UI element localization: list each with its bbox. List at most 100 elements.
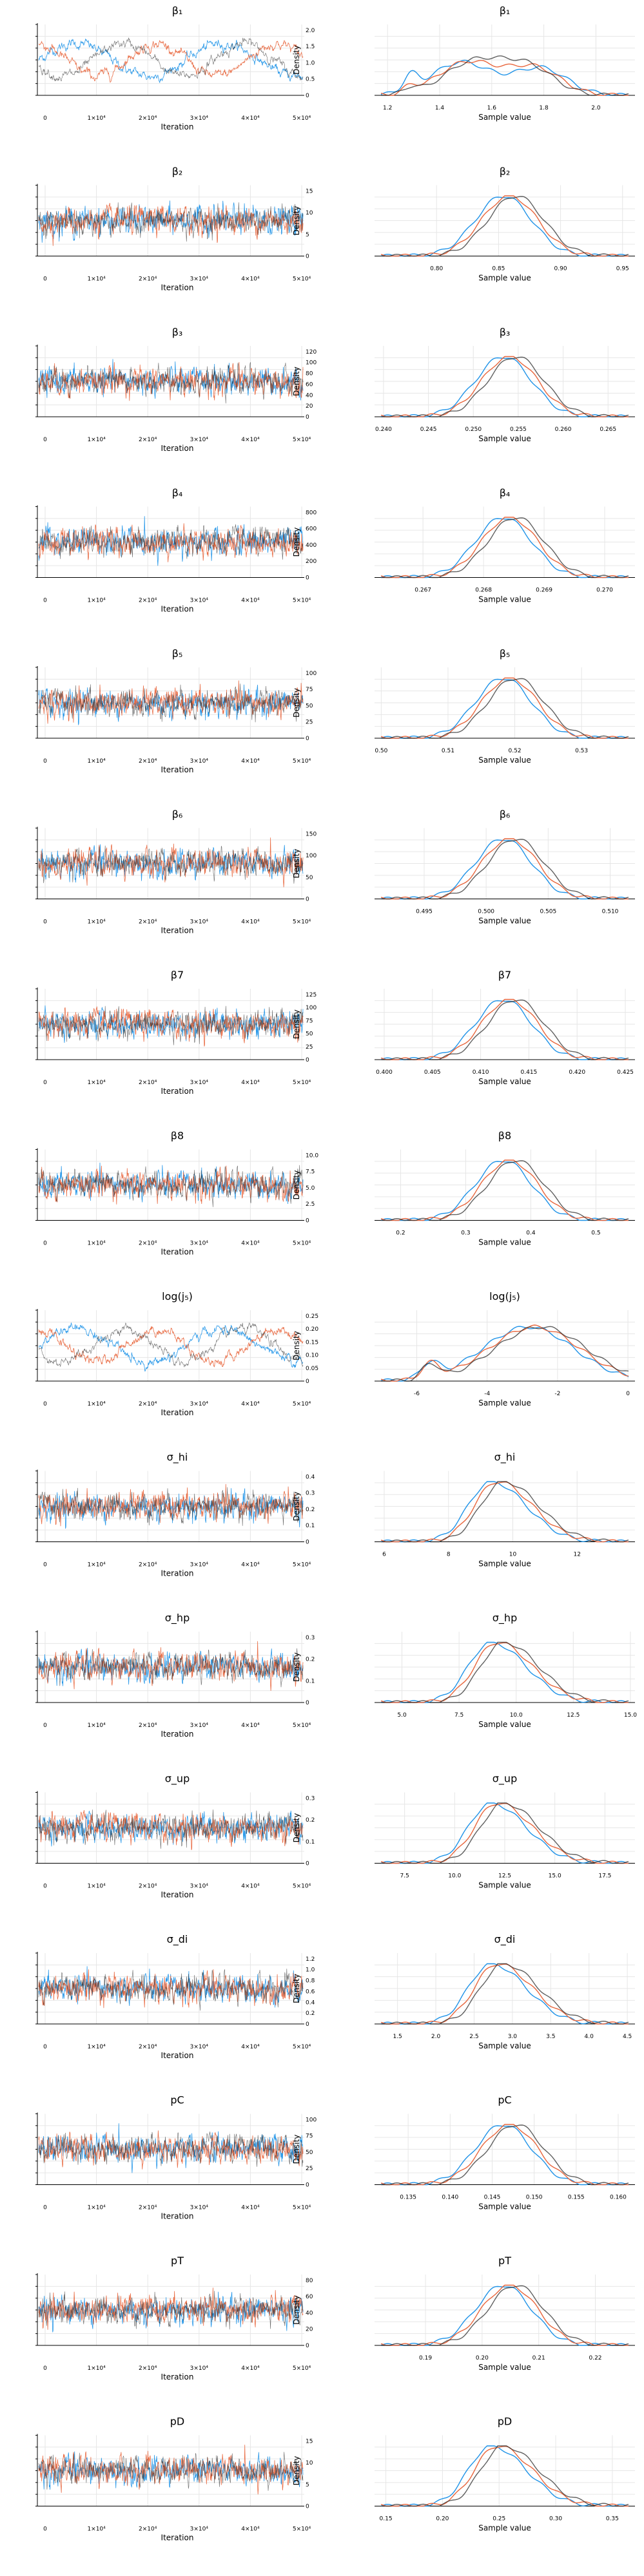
trace-y-tick-label: 5 bbox=[306, 232, 309, 238]
x-axis-label: Sample value bbox=[478, 2041, 531, 2050]
x-axis-label: Sample value bbox=[478, 1881, 531, 1890]
trace-series-line bbox=[38, 1809, 304, 1849]
density-title: β8 bbox=[498, 1130, 511, 1142]
x-tick-label: 0.150 bbox=[526, 2195, 543, 2201]
density-title: σ_di bbox=[494, 1933, 516, 1946]
trace-y-tick-label: 1.5 bbox=[306, 44, 315, 50]
x-tick-label: 4×10⁴ bbox=[241, 1241, 260, 1247]
density-panel: σ_hp 5.0 7.5 10.0 12.5 15.0 Sample value bbox=[375, 1612, 637, 1729]
trace-series-line bbox=[38, 1648, 304, 1688]
x-tick-label: 1×10⁴ bbox=[87, 1562, 106, 1569]
trace-series-line bbox=[38, 1641, 304, 1691]
density-title: β₁ bbox=[500, 5, 511, 17]
param-row-5: β₆ 0 1×10⁴ 2×10⁴ 3×10⁴ 4×10⁴ 5×10⁴ Iteration 0 50… bbox=[35, 808, 635, 935]
param-row-13: pC 0 1×10⁴ 2×10⁴ 3×10⁴ 4×10⁴ 5×10⁴ Iteration 0 25… bbox=[35, 2094, 635, 2221]
trace-y-axis-label: Density bbox=[292, 1813, 301, 1843]
x-tick-label: 0.415 bbox=[521, 1069, 538, 1076]
param-row-7: β8 0 1×10⁴ 2×10⁴ 3×10⁴ 4×10⁴ 5×10⁴ Iteration 0 2.… bbox=[35, 1130, 635, 1257]
trace-y-tick-label: 120 bbox=[306, 349, 317, 356]
trace-series-line bbox=[38, 1322, 304, 1368]
density-series-line bbox=[380, 1161, 629, 1221]
x-tick-label: -6 bbox=[414, 1391, 420, 1397]
x-tick-label: 2×10⁴ bbox=[139, 1080, 157, 1086]
x-tick-label: 1×10⁴ bbox=[87, 1401, 106, 1407]
x-axis-label: Sample value bbox=[478, 2524, 531, 2533]
density-series-line bbox=[381, 999, 629, 1060]
x-tick-label: 5×10⁴ bbox=[293, 598, 311, 604]
trace-y-tick-label: 40 bbox=[306, 392, 313, 399]
x-tick-label: 15.0 bbox=[549, 1873, 561, 1880]
density-panel: pD 0.15 0.20 0.25 0.30 0.35 Sample value bbox=[375, 2416, 635, 2533]
trace-y-tick-label: 25 bbox=[306, 720, 313, 726]
trace-y-tick-label: 75 bbox=[306, 1018, 313, 1024]
trace-title: β8 bbox=[171, 1130, 184, 1142]
trace-y-tick-label: 1.0 bbox=[306, 60, 315, 66]
x-tick-label: 0.160 bbox=[610, 2195, 627, 2201]
x-axis-label: Iteration bbox=[161, 605, 194, 614]
trace-y-tick-label: 2.0 bbox=[306, 28, 315, 34]
x-axis-label: Iteration bbox=[161, 1087, 194, 1096]
density-series-line bbox=[380, 838, 629, 900]
x-tick-label: 3×10⁴ bbox=[190, 115, 209, 122]
param-row-4: β₅ 0 1×10⁴ 2×10⁴ 3×10⁴ 4×10⁴ 5×10⁴ Iteration 0 25… bbox=[35, 647, 635, 774]
trace-y-axis-label: Density bbox=[292, 45, 301, 75]
param-row-3: β₄ 0 1×10⁴ 2×10⁴ 3×10⁴ 4×10⁴ 5×10⁴ Iteration 0 20… bbox=[35, 487, 635, 614]
x-tick-label: 12 bbox=[573, 1552, 580, 1558]
density-series-line bbox=[381, 356, 629, 417]
trace-y-tick-label: 0 bbox=[306, 575, 309, 582]
x-tick-label: 4×10⁴ bbox=[241, 115, 260, 122]
x-tick-label: 0 bbox=[43, 2365, 47, 2372]
trace-y-axis-label: Density bbox=[292, 2295, 301, 2325]
density-series-line bbox=[380, 1326, 629, 1382]
param-row-10: σ_hp 0 1×10⁴ 2×10⁴ 3×10⁴ 4×10⁴ 5×10⁴ Iteration 0… bbox=[35, 1612, 637, 1739]
trace-series-line bbox=[38, 524, 304, 560]
x-axis-label: Iteration bbox=[161, 122, 194, 131]
density-panel: σ_up 7.5 10.0 12.5 15.0 17.5 Sample value bbox=[375, 1773, 635, 1890]
x-tick-label: 4×10⁴ bbox=[241, 1080, 260, 1086]
density-series-line bbox=[380, 1963, 629, 2025]
x-tick-label: 1.4 bbox=[435, 105, 445, 111]
trace-y-tick-label: 0.3 bbox=[306, 1635, 315, 1641]
trace-y-tick-label: 80 bbox=[306, 371, 313, 377]
x-tick-label: 0 bbox=[43, 1080, 47, 1086]
density-series-line bbox=[380, 2125, 629, 2186]
x-tick-label: 0.30 bbox=[549, 2516, 562, 2523]
x-tick-label: 0.405 bbox=[424, 1069, 441, 1076]
trace-y-tick-label: 25 bbox=[306, 2166, 313, 2172]
x-tick-label: -2 bbox=[554, 1391, 560, 1397]
x-tick-label: 0.265 bbox=[600, 426, 616, 433]
trace-y-axis-label: Density bbox=[292, 2456, 301, 2486]
trace-y-axis-label: Density bbox=[292, 688, 301, 718]
x-tick-label: 0.3 bbox=[461, 1230, 470, 1237]
trace-title: β₅ bbox=[172, 647, 183, 660]
x-tick-label: 4.5 bbox=[623, 2034, 632, 2040]
trace-title: σ_up bbox=[165, 1773, 190, 1786]
x-axis-label: Sample value bbox=[478, 434, 531, 443]
x-tick-label: 4×10⁴ bbox=[241, 1562, 260, 1569]
x-tick-label: 1×10⁴ bbox=[87, 1722, 106, 1729]
x-axis-label: Iteration bbox=[161, 2372, 194, 2381]
x-tick-label: 0 bbox=[43, 1722, 47, 1729]
trace-y-tick-label: 10.0 bbox=[306, 1152, 318, 1159]
trace-y-tick-label: 5.0 bbox=[306, 1185, 315, 1192]
x-tick-label: 0.85 bbox=[492, 266, 505, 272]
trace-y-tick-label: 0 bbox=[306, 1540, 309, 1546]
trace-y-tick-label: 0 bbox=[306, 2021, 309, 2028]
x-tick-label: 3×10⁴ bbox=[190, 2205, 209, 2211]
x-tick-label: 0.510 bbox=[602, 909, 619, 915]
param-row-11: σ_up 0 1×10⁴ 2×10⁴ 3×10⁴ 4×10⁴ 5×10⁴ Iteration 0… bbox=[35, 1773, 635, 1900]
density-series-line bbox=[380, 2124, 629, 2186]
density-title: pC bbox=[498, 2094, 511, 2106]
x-tick-label: 0.500 bbox=[478, 909, 494, 915]
x-tick-label: 0 bbox=[43, 2526, 47, 2533]
x-tick-label: 2×10⁴ bbox=[139, 115, 157, 122]
x-tick-label: 0.51 bbox=[442, 748, 454, 754]
x-tick-label: 4.0 bbox=[585, 2034, 594, 2040]
trace-series-line bbox=[38, 1165, 304, 1207]
trace-y-tick-label: 150 bbox=[306, 831, 317, 837]
trace-series-line bbox=[38, 1326, 304, 1368]
density-series-line bbox=[380, 998, 629, 1060]
x-tick-label: 2×10⁴ bbox=[139, 1722, 157, 1729]
density-title: β7 bbox=[498, 969, 511, 981]
trace-series-line bbox=[38, 362, 304, 404]
